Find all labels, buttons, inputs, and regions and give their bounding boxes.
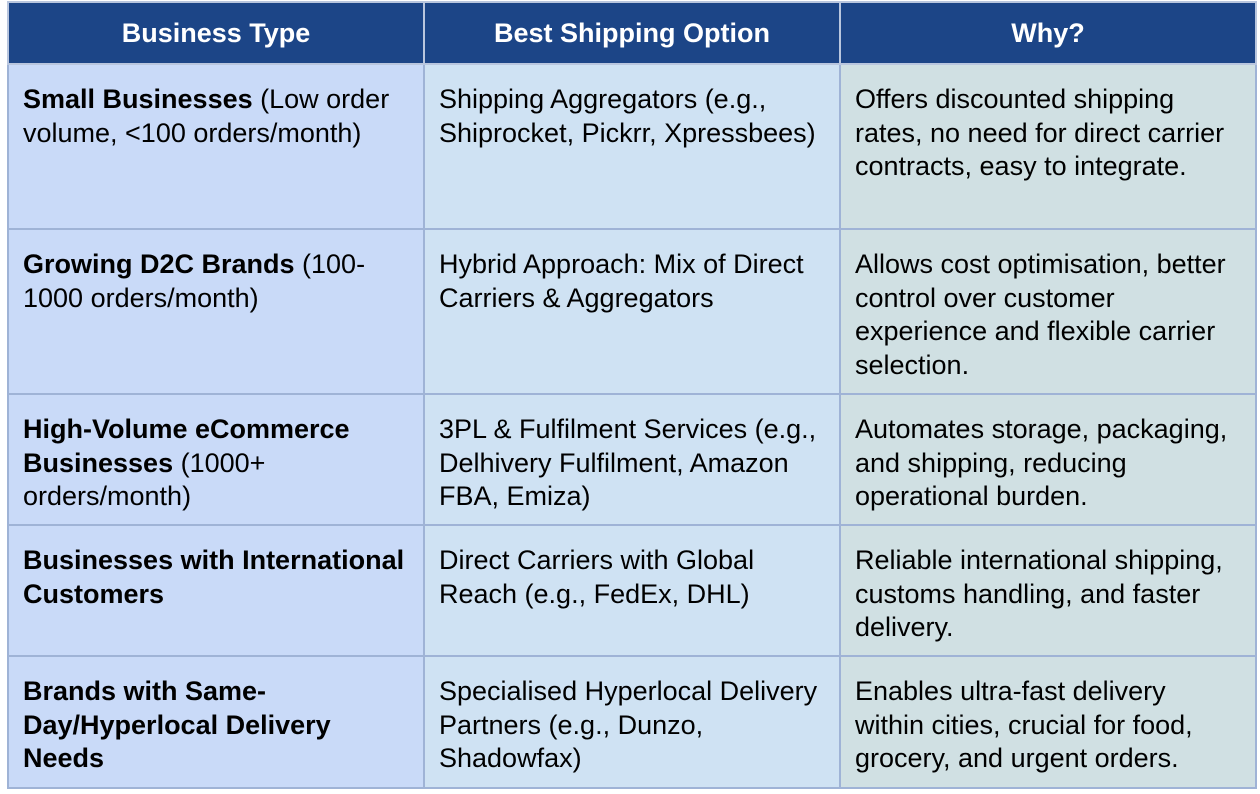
header-why: Why? [839, 1, 1257, 65]
header-row: Business Type Best Shipping Option Why? [7, 1, 1257, 65]
business-type-cell: Growing D2C Brands (100-1000 orders/mont… [7, 228, 425, 395]
why-cell: Enables ultra-fast delivery within citie… [839, 655, 1257, 789]
shipping-option-cell: 3PL & Fulfilment Services (e.g., Delhive… [423, 393, 841, 526]
table-row: Growing D2C Brands (100-1000 orders/mont… [7, 228, 1257, 395]
table-body: Small Businesses (Low order volume, <100… [7, 63, 1257, 789]
table-row: Small Businesses (Low order volume, <100… [7, 63, 1257, 230]
header-business-type: Business Type [7, 1, 425, 65]
table-header: Business Type Best Shipping Option Why? [7, 1, 1257, 65]
shipping-option-cell: Hybrid Approach: Mix of Direct Carriers … [423, 228, 841, 395]
shipping-options-table-container: Business Type Best Shipping Option Why? … [7, 1, 1257, 789]
shipping-option-cell: Specialised Hyperlocal Delivery Partners… [423, 655, 841, 789]
shipping-option-cell: Shipping Aggregators (e.g., Shiprocket, … [423, 63, 841, 230]
business-type-name: High-Volume eCommerce Businesses [23, 414, 350, 478]
table-row: High-Volume eCommerce Businesses (1000+ … [7, 393, 1257, 526]
why-cell: Automates storage, packaging, and shippi… [839, 393, 1257, 526]
business-type-name: Businesses with International Customers [23, 545, 405, 609]
business-type-detail: (100-1000 orders/month) [23, 249, 366, 313]
shipping-options-table: Business Type Best Shipping Option Why? … [7, 1, 1257, 789]
business-type-cell: Brands with Same-Day/Hyperlocal Delivery… [7, 655, 425, 789]
table-row: Businesses with International Customers … [7, 524, 1257, 657]
business-type-detail: (Low order volume, <100 orders/month) [23, 84, 390, 148]
business-type-name: Growing D2C Brands [23, 249, 295, 279]
why-cell: Allows cost optimisation, better control… [839, 228, 1257, 395]
business-type-cell: Businesses with International Customers [7, 524, 425, 657]
header-best-shipping-option: Best Shipping Option [423, 1, 841, 65]
shipping-option-cell: Direct Carriers with Global Reach (e.g.,… [423, 524, 841, 657]
why-cell: Reliable international shipping, customs… [839, 524, 1257, 657]
why-cell: Offers discounted shipping rates, no nee… [839, 63, 1257, 230]
business-type-name: Brands with Same-Day/Hyperlocal Delivery… [23, 676, 331, 773]
business-type-cell: High-Volume eCommerce Businesses (1000+ … [7, 393, 425, 526]
business-type-name: Small Businesses [23, 84, 253, 114]
table-row: Brands with Same-Day/Hyperlocal Delivery… [7, 655, 1257, 789]
business-type-detail: (1000+ orders/month) [23, 447, 266, 512]
business-type-cell: Small Businesses (Low order volume, <100… [7, 63, 425, 230]
